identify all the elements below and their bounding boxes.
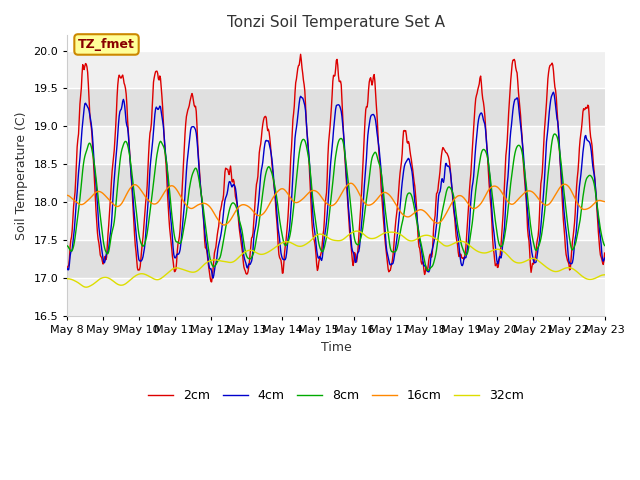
2cm: [273, 218, 280, 224]
4cm: [422, 264, 430, 270]
8cm: [272, 191, 280, 196]
2cm: [253, 181, 260, 187]
Line: 32cm: 32cm: [67, 231, 605, 287]
4cm: [63, 266, 71, 272]
Legend: 2cm, 4cm, 8cm, 16cm, 32cm: 2cm, 4cm, 8cm, 16cm, 32cm: [143, 384, 529, 407]
Line: 4cm: 4cm: [67, 92, 605, 278]
2cm: [601, 250, 609, 256]
8cm: [551, 131, 559, 137]
16cm: [63, 192, 71, 198]
4cm: [253, 217, 260, 223]
16cm: [253, 212, 260, 217]
2cm: [423, 265, 431, 271]
32cm: [353, 228, 361, 234]
Line: 2cm: 2cm: [67, 54, 605, 282]
4cm: [127, 163, 134, 168]
16cm: [220, 222, 228, 228]
32cm: [127, 276, 135, 282]
8cm: [422, 262, 429, 267]
16cm: [393, 203, 401, 208]
2cm: [393, 211, 401, 217]
16cm: [601, 199, 609, 204]
Bar: [67, 164, 605, 202]
2cm: [63, 264, 71, 270]
8cm: [391, 249, 399, 254]
Title: Tonzi Soil Temperature Set A: Tonzi Soil Temperature Set A: [227, 15, 445, 30]
4cm: [209, 275, 217, 281]
8cm: [63, 243, 71, 249]
16cm: [226, 218, 234, 224]
32cm: [393, 230, 401, 236]
16cm: [348, 180, 355, 186]
Line: 8cm: 8cm: [67, 134, 605, 271]
Bar: [67, 240, 605, 278]
Bar: [67, 126, 605, 164]
32cm: [83, 284, 90, 290]
32cm: [63, 276, 71, 282]
X-axis label: Time: Time: [321, 341, 351, 354]
32cm: [601, 272, 609, 278]
Y-axis label: Soil Temperature (C): Soil Temperature (C): [15, 111, 28, 240]
4cm: [550, 89, 557, 95]
4cm: [601, 255, 609, 261]
2cm: [208, 279, 216, 285]
8cm: [252, 240, 260, 245]
4cm: [392, 243, 400, 249]
Bar: [67, 278, 605, 316]
8cm: [601, 243, 609, 249]
Text: TZ_fmet: TZ_fmet: [78, 38, 135, 51]
2cm: [226, 167, 234, 173]
16cm: [273, 190, 280, 195]
16cm: [423, 211, 431, 216]
2cm: [127, 159, 134, 165]
8cm: [424, 268, 432, 274]
2cm: [297, 51, 305, 57]
4cm: [226, 179, 234, 184]
Bar: [67, 50, 605, 88]
16cm: [127, 185, 134, 191]
Bar: [67, 88, 605, 126]
Bar: [67, 202, 605, 240]
8cm: [225, 208, 233, 214]
Line: 16cm: 16cm: [67, 183, 605, 225]
8cm: [127, 158, 134, 164]
4cm: [273, 209, 280, 215]
32cm: [423, 232, 431, 238]
32cm: [226, 260, 234, 265]
32cm: [273, 243, 280, 249]
32cm: [253, 250, 260, 256]
